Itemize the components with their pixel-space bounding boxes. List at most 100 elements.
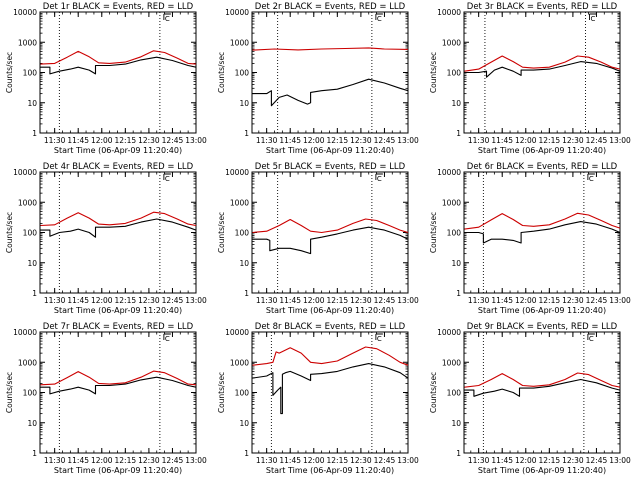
y-tick-label: 1000 [442,358,461,367]
y-axis-label: Counts/sec [5,372,14,413]
attenuator-bracket-icon [375,173,383,180]
events-series-line [40,218,197,238]
y-tick-label: 10000 [13,168,37,177]
x-tick-label: 12:30 [350,296,372,305]
panel-det-4: Det 4r BLACK = Events, RED = LLD 1 10 100 10… [5,162,207,315]
x-tick-label: 13:00 [397,136,419,145]
lld-series-line [464,212,621,230]
panel-det-8: Det 8r BLACK = Events, RED = LLD 1 10 100 10… [217,322,419,475]
y-tick-label: 1 [456,129,461,138]
panel-title: Det 5r BLACK = Events, RED = LLD [255,162,406,172]
x-tick-label: 12:45 [374,296,396,305]
x-tick-label: 12:30 [562,456,584,465]
y-tick-label: 1000 [230,38,249,47]
x-tick-label: 12:00 [91,136,113,145]
x-tick-label: 11:45 [67,456,89,465]
plot-frame [251,11,409,134]
y-tick-label: 10000 [13,8,37,17]
x-tick-label: 12:15 [327,456,349,465]
y-tick-label: 1000 [18,358,37,367]
y-tick-label: 1 [32,449,37,458]
x-tick-label: 12:45 [586,456,608,465]
y-tick-label: 10 [27,99,37,108]
y-tick-label: 100 [235,69,250,78]
x-tick-label: 11:45 [491,456,513,465]
y-axis-label: Counts/sec [429,52,438,93]
x-tick-label: 11:30 [44,136,66,145]
x-tick-label: 12:30 [138,456,160,465]
x-tick-label: 13:00 [185,296,207,305]
x-tick-label: 11:45 [491,136,513,145]
lld-series-line [252,218,409,234]
corner-label: C [377,15,382,23]
x-tick-label: 12:00 [515,296,537,305]
y-axis-label: Counts/sec [429,372,438,413]
plot-frame [463,171,621,294]
attenuator-bracket-icon [587,173,595,180]
x-tick-label: 12:30 [562,136,584,145]
y-tick-label: 10000 [225,328,249,337]
lld-series-line [464,55,621,72]
x-tick-label: 12:15 [539,296,561,305]
x-tick-label: 12:30 [562,296,584,305]
x-tick-label: 11:30 [44,296,66,305]
x-tick-label: 12:00 [91,296,113,305]
x-axis-label: Start Time (06-Apr-09 11:20:40) [54,466,182,475]
y-tick-label: 10 [451,99,461,108]
plot-frame [39,11,197,134]
y-tick-label: 100 [23,229,38,238]
x-axis-label: Start Time (06-Apr-09 11:20:40) [266,146,394,155]
events-series-line [464,378,621,397]
y-tick-label: 100 [23,389,38,398]
x-axis-label: Start Time (06-Apr-09 11:20:40) [54,146,182,155]
y-axis-label: Counts/sec [217,372,226,413]
lld-series-line [40,211,197,227]
x-tick-label: 12:15 [539,136,561,145]
x-tick-label: 13:00 [609,136,631,145]
x-tick-label: 12:15 [539,456,561,465]
x-tick-label: 12:45 [162,136,184,145]
x-tick-label: 11:30 [44,456,66,465]
x-tick-label: 11:30 [256,136,278,145]
y-tick-label: 1000 [230,198,249,207]
x-tick-label: 12:00 [303,296,325,305]
attenuator-bracket-icon [587,333,595,340]
x-axis-label: Start Time (06-Apr-09 11:20:40) [478,146,606,155]
y-axis-label: Counts/sec [5,212,14,253]
y-tick-label: 100 [447,389,462,398]
panel-title: Det 7r BLACK = Events, RED = LLD [43,322,194,332]
x-tick-label: 11:45 [279,296,301,305]
y-tick-label: 1000 [18,38,37,47]
panel-title: Det 2r BLACK = Events, RED = LLD [255,2,406,12]
x-tick-label: 11:30 [256,296,278,305]
x-tick-label: 11:45 [279,456,301,465]
y-axis-label: Counts/sec [217,52,226,93]
x-tick-label: 11:30 [468,296,490,305]
x-tick-label: 12:45 [374,136,396,145]
events-series-line [40,56,197,75]
x-tick-label: 12:00 [515,136,537,145]
y-tick-label: 1 [456,289,461,298]
x-tick-label: 13:00 [609,456,631,465]
panel-title: Det 9r BLACK = Events, RED = LLD [467,322,618,332]
y-tick-label: 10000 [437,168,461,177]
corner-label: C [589,335,594,343]
panel-det-9: Det 9r BLACK = Events, RED = LLD 1 10 100 10… [429,322,631,475]
corner-label: C [165,335,170,343]
plot-frame [463,11,621,134]
x-tick-label: 12:15 [115,296,137,305]
y-tick-label: 1 [244,289,249,298]
y-tick-label: 1000 [442,198,461,207]
x-tick-label: 11:45 [67,296,89,305]
y-tick-label: 10 [239,99,249,108]
x-tick-label: 13:00 [185,136,207,145]
panel-det-6: Det 6r BLACK = Events, RED = LLD 1 10 100 10… [429,162,631,315]
y-axis-label: Counts/sec [429,212,438,253]
lld-series-line [252,47,409,51]
plot-frame [39,331,197,454]
corner-label: C [377,175,382,183]
x-tick-label: 13:00 [397,296,419,305]
x-tick-label: 11:30 [468,136,490,145]
x-tick-label: 13:00 [397,456,419,465]
